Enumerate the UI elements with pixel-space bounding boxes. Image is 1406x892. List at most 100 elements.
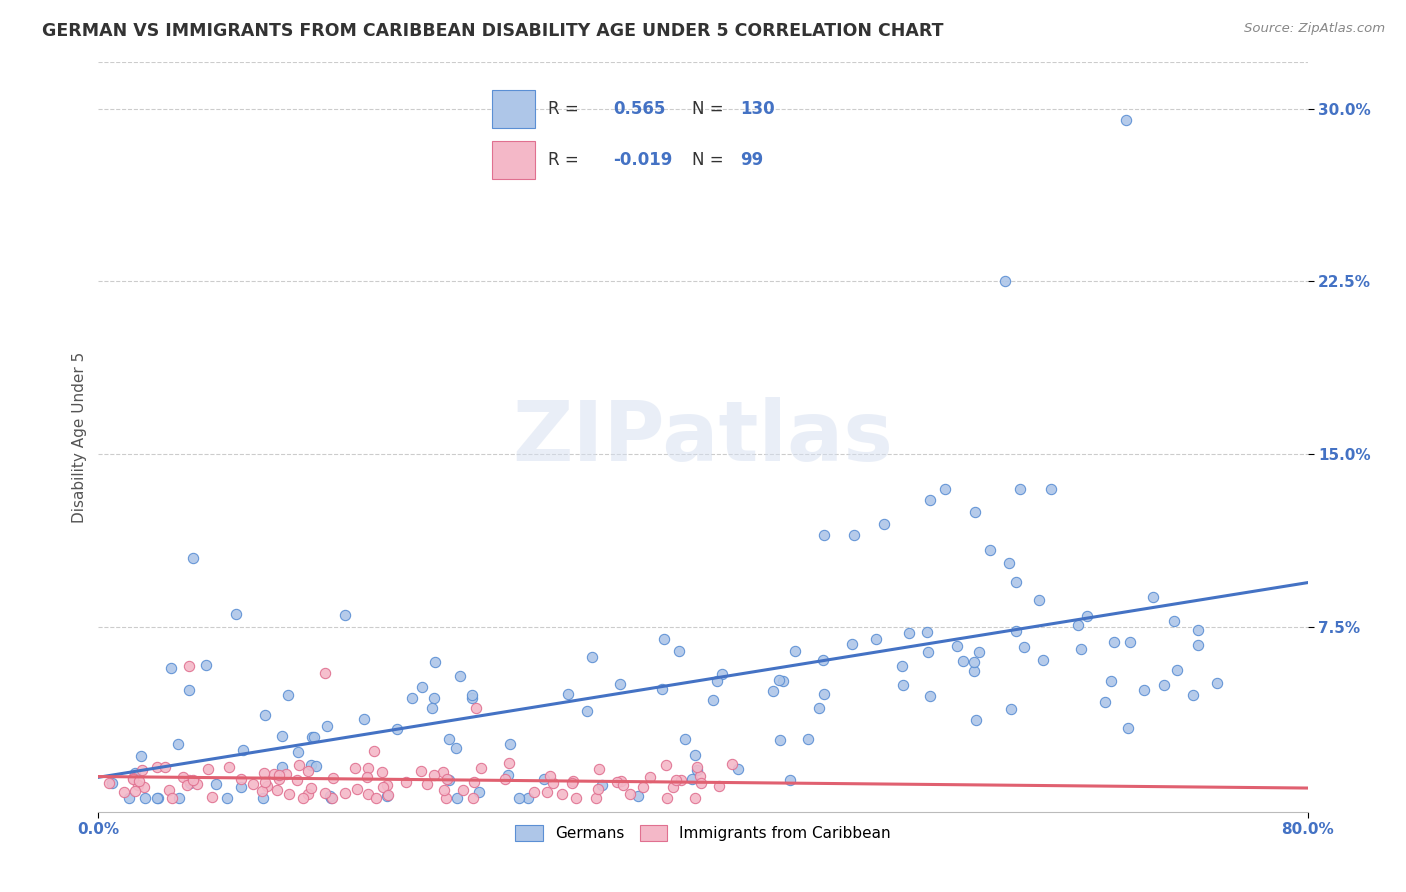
Point bbox=[353, 712, 375, 726]
Point bbox=[651, 682, 673, 697]
Point bbox=[561, 775, 583, 789]
Point bbox=[945, 639, 967, 653]
Point bbox=[377, 789, 399, 803]
Point bbox=[588, 781, 610, 796]
Point bbox=[612, 778, 634, 792]
Point bbox=[277, 787, 299, 801]
Point bbox=[124, 784, 146, 798]
Point bbox=[1119, 635, 1142, 649]
Point bbox=[346, 782, 368, 797]
Point bbox=[411, 764, 433, 779]
Point bbox=[301, 731, 323, 745]
Point bbox=[423, 768, 446, 782]
Point bbox=[934, 482, 956, 496]
Point bbox=[118, 790, 141, 805]
Point bbox=[543, 775, 565, 789]
Point bbox=[797, 732, 820, 747]
Point bbox=[686, 763, 709, 777]
Point bbox=[242, 777, 264, 791]
Point bbox=[181, 772, 204, 787]
Point bbox=[366, 790, 388, 805]
Point bbox=[461, 691, 484, 706]
Point bbox=[433, 783, 456, 797]
Point bbox=[1070, 641, 1092, 656]
Point bbox=[122, 772, 145, 787]
Text: Source: ZipAtlas.com: Source: ZipAtlas.com bbox=[1244, 22, 1385, 36]
Point bbox=[1000, 702, 1022, 716]
Point bbox=[522, 785, 544, 799]
Point bbox=[915, 625, 938, 640]
Point bbox=[627, 789, 650, 804]
Point bbox=[217, 790, 239, 805]
Point bbox=[591, 779, 613, 793]
Point bbox=[967, 645, 990, 659]
Point bbox=[652, 632, 675, 646]
Point bbox=[387, 722, 409, 736]
Point bbox=[681, 772, 703, 786]
Point bbox=[811, 653, 834, 667]
Point bbox=[494, 772, 516, 786]
Point bbox=[865, 632, 887, 647]
Point bbox=[1099, 674, 1122, 689]
Point bbox=[128, 773, 150, 788]
Point bbox=[444, 741, 467, 756]
Point bbox=[576, 704, 599, 718]
Point bbox=[1032, 653, 1054, 667]
Point bbox=[707, 779, 730, 793]
Point bbox=[299, 757, 322, 772]
Point bbox=[463, 790, 485, 805]
Point bbox=[813, 528, 835, 542]
Point bbox=[952, 654, 974, 668]
Point bbox=[197, 762, 219, 776]
Point bbox=[146, 790, 169, 805]
Point bbox=[683, 747, 706, 762]
Point bbox=[201, 790, 224, 805]
Point bbox=[1005, 574, 1028, 589]
Point bbox=[420, 700, 443, 714]
Point bbox=[343, 761, 366, 775]
Point bbox=[665, 772, 688, 787]
Point bbox=[98, 776, 121, 790]
Point bbox=[562, 774, 585, 789]
Point bbox=[253, 707, 276, 722]
Point bbox=[112, 785, 135, 799]
Point bbox=[669, 773, 692, 788]
Point bbox=[994, 275, 1017, 289]
Y-axis label: Disability Age Under 5: Disability Age Under 5 bbox=[72, 351, 87, 523]
Point bbox=[918, 493, 941, 508]
Point bbox=[434, 790, 457, 805]
Point bbox=[179, 659, 201, 673]
Point bbox=[1116, 721, 1139, 735]
Point bbox=[686, 760, 709, 774]
Point bbox=[470, 761, 492, 775]
Point bbox=[267, 768, 290, 782]
Text: GERMAN VS IMMIGRANTS FROM CARIBBEAN DISABILITY AGE UNDER 5 CORRELATION CHART: GERMAN VS IMMIGRANTS FROM CARIBBEAN DISA… bbox=[42, 22, 943, 40]
Point bbox=[131, 748, 153, 763]
Point bbox=[167, 790, 190, 805]
Point bbox=[585, 790, 607, 805]
Point bbox=[132, 780, 155, 795]
Point bbox=[333, 607, 356, 622]
Point bbox=[581, 649, 603, 664]
Point bbox=[551, 787, 574, 801]
Point bbox=[721, 757, 744, 772]
Point bbox=[162, 790, 184, 805]
Point bbox=[533, 772, 555, 786]
Point bbox=[292, 790, 315, 805]
Point bbox=[401, 691, 423, 706]
Point bbox=[965, 505, 987, 519]
Point bbox=[498, 756, 520, 771]
Point bbox=[205, 776, 228, 790]
Point bbox=[917, 644, 939, 658]
Point bbox=[683, 790, 706, 805]
Point bbox=[218, 760, 240, 774]
Point bbox=[873, 516, 896, 531]
Point bbox=[270, 759, 292, 773]
Point bbox=[1163, 614, 1185, 628]
Point bbox=[127, 778, 149, 792]
Point bbox=[655, 790, 678, 805]
Point bbox=[179, 775, 201, 789]
Point bbox=[267, 772, 290, 786]
Point bbox=[467, 785, 489, 799]
Point bbox=[1005, 624, 1028, 638]
